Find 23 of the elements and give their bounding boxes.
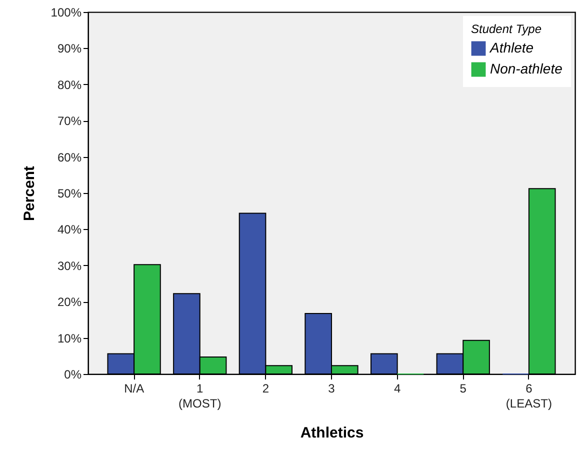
x-tick-label: 5 [460, 382, 467, 396]
x-tick-label: 3 [328, 382, 336, 396]
x-tick-label: 4 [394, 382, 401, 396]
y-tick-label: 0% [64, 368, 82, 382]
y-tick-label: 20% [57, 295, 82, 310]
y-tick-label: 40% [57, 222, 82, 237]
y-tick-label: 60% [57, 150, 82, 164]
x-axis-title: Athletics [300, 424, 364, 442]
x-tick-label: 1 (MOST) [178, 382, 222, 410]
y-tick-label: 10% [57, 331, 82, 346]
y-axis-title: Percent [20, 166, 38, 222]
x-tick-label: 2 [262, 382, 270, 396]
y-tick-label: 100% [50, 6, 82, 20]
legend-label: Athlete [489, 40, 534, 56]
y-tick-label: 80% [57, 78, 82, 92]
y-tick-label: 30% [57, 258, 82, 273]
legend-label: Non-athlete [490, 60, 563, 76]
y-tick-label: 70% [57, 114, 82, 128]
x-tick-label: N/A [124, 382, 144, 396]
y-tick-label: 50% [57, 186, 82, 200]
y-tick-label: 90% [57, 42, 82, 56]
x-tick-label: 6 (LEAST) [506, 382, 552, 410]
legend-title: Student Type [471, 22, 542, 36]
